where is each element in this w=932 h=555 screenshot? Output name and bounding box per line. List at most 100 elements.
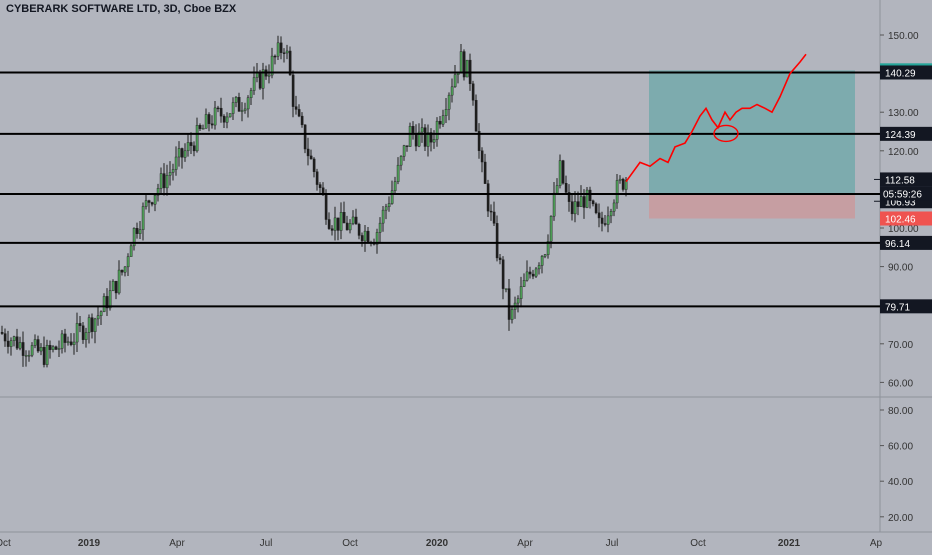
candle-body [153, 195, 157, 205]
candle-body [204, 114, 208, 129]
candle-body [18, 342, 22, 349]
candle-body [411, 126, 415, 134]
candle-body [396, 164, 400, 182]
candle-body [480, 150, 484, 163]
indicator-tick-label: 60.00 [888, 442, 913, 453]
time-tick-label: 2020 [426, 538, 449, 549]
candle-body [474, 100, 478, 132]
candle-body [144, 200, 148, 207]
candle-body [351, 216, 355, 224]
candle-body [588, 189, 592, 201]
candle-body [201, 128, 205, 130]
candle-body [210, 123, 214, 126]
candle-body [120, 269, 124, 273]
candle-body [102, 296, 106, 312]
candle-body [117, 269, 121, 294]
candle-body [270, 55, 274, 76]
candle-body [207, 114, 211, 124]
candle-body [417, 131, 421, 147]
candle-body [216, 107, 220, 110]
candle-body [552, 192, 556, 217]
candle-body [336, 217, 340, 231]
candle-body [534, 268, 538, 277]
candle-body [228, 113, 232, 118]
price-level-label: 140.29 [885, 68, 916, 79]
candle-body [285, 50, 289, 54]
candle-body [582, 196, 586, 208]
candle-body [57, 348, 61, 350]
candle-body [279, 42, 283, 53]
candle-body [420, 127, 424, 133]
candle-body [159, 173, 163, 189]
candle-body [426, 132, 430, 147]
candle-body [606, 215, 610, 225]
candle-body [570, 201, 574, 215]
price-level-label: 96.14 [885, 239, 910, 250]
price-level-label: 79.71 [885, 302, 910, 313]
candle-body [36, 339, 40, 352]
candle-body [330, 228, 334, 231]
candle-body [567, 192, 571, 202]
candle-body [3, 333, 7, 342]
price-tick-label: 130.00 [888, 108, 919, 119]
countdown-label: 05:59:26 [883, 189, 922, 200]
candle-body [591, 200, 595, 205]
price-level-label: 124.39 [885, 130, 916, 141]
candle-body [195, 125, 199, 152]
chart-title: CYBERARK SOFTWARE LTD, 3D, Cboe BZX [6, 3, 237, 15]
candle-body [24, 355, 28, 357]
candle-body [81, 325, 85, 340]
candle-body [462, 51, 466, 78]
candle-body [288, 50, 292, 76]
candle-body [597, 212, 601, 219]
candle-body [408, 126, 412, 147]
candle-body [609, 211, 613, 217]
candle-body [90, 317, 94, 332]
time-tick-label: Oct [342, 538, 358, 549]
indicator-tick-label: 20.00 [888, 513, 913, 524]
candle-body [390, 190, 394, 204]
candle-body [402, 145, 406, 157]
candle-body [213, 107, 217, 126]
candle-body [63, 333, 67, 343]
price-level-label-bg [880, 299, 932, 314]
candle-body [375, 232, 379, 245]
candle-body [612, 202, 616, 212]
candle-body [225, 116, 229, 123]
time-tick-label: Ap [870, 538, 883, 549]
candle-body [72, 341, 76, 345]
time-tick-label: Apr [517, 538, 533, 549]
candle-body [405, 145, 409, 147]
time-tick-label: Oct [690, 538, 706, 549]
candle-body [516, 298, 520, 304]
candle-body [45, 344, 49, 365]
candle-body [525, 271, 529, 281]
candle-body [231, 102, 235, 114]
price-level-label-bg [880, 172, 932, 187]
candle-body [9, 340, 13, 347]
candle-body [471, 83, 475, 101]
candle-body [393, 181, 397, 191]
candle-body [150, 202, 154, 205]
price-tick-label: 120.00 [888, 147, 919, 158]
candle-body [222, 115, 226, 123]
candle-body [432, 139, 436, 143]
candle-body [423, 127, 427, 147]
time-tick-label: 2019 [78, 538, 101, 549]
price-level-label-bg [880, 126, 932, 141]
candle-body [294, 106, 298, 110]
candle-body [555, 185, 559, 194]
candle-body [519, 286, 523, 299]
candle-body [339, 212, 343, 231]
candle-body [366, 230, 370, 243]
candle-body [33, 339, 37, 346]
candle-body [531, 273, 535, 277]
candle-body [387, 203, 391, 208]
candle-body [30, 345, 34, 356]
candle-body [549, 215, 553, 242]
candle-body [348, 223, 352, 231]
candle-body [303, 124, 307, 150]
candle-body [258, 72, 262, 89]
